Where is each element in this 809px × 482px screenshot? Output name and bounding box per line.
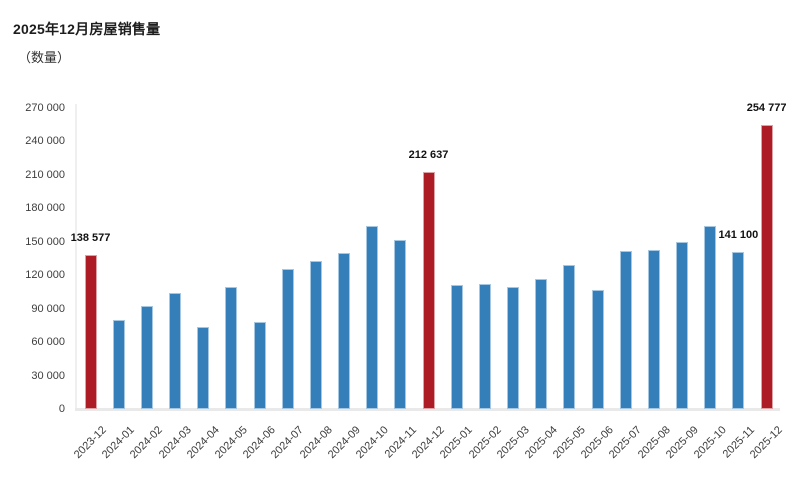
y-tick-label-120000: 120 000 [25,269,65,282]
data-label-2024-12: 212 637 [408,149,449,161]
y-tick-label-210000: 210 000 [25,168,65,181]
data-label-2025-11: 141 100 [718,229,759,241]
chart-title: 2025年12月房屋销售量 [13,21,161,37]
x-axis-line [75,408,780,411]
bar-2024-11[interactable] [394,240,407,409]
bar-2024-03[interactable] [169,293,181,409]
bar-2025-06[interactable] [591,290,604,409]
y-tick-label-270000: 270 000 [25,102,65,114]
bar-2025-08[interactable] [647,250,660,409]
bar-2024-12[interactable] [422,172,435,409]
y-tick-label-0: 0 [58,403,65,415]
bar-2025-11[interactable] [732,252,745,409]
y-tick-label-150000: 150 000 [25,235,65,248]
bar-2025-07[interactable] [619,251,632,409]
chart-subtitle: （数量） [18,50,71,65]
y-tick-label-180000: 180 000 [25,202,65,215]
bar-2024-07[interactable] [281,269,294,409]
bar-2025-05[interactable] [563,265,576,409]
bar-2025-04[interactable] [535,279,548,409]
bar-2023-12[interactable] [84,255,97,409]
y-tick-label-90000: 90 000 [31,302,65,315]
y-tick-label-240000: 240 000 [25,135,65,148]
bar-2024-01[interactable] [112,320,125,409]
bar-2025-10[interactable] [704,226,717,409]
bar-2024-02[interactable] [140,306,153,409]
bar-2025-02[interactable] [478,284,491,409]
bar-2024-09[interactable] [338,253,351,409]
y-axis-line [75,104,77,411]
bar-2025-09[interactable] [676,242,689,409]
bar-2024-10[interactable] [366,226,379,409]
bar-2024-04[interactable] [197,327,210,409]
y-tick-label-30000: 30 000 [31,369,65,382]
bar-2025-12[interactable] [760,125,773,409]
bar-2025-01[interactable] [450,285,463,409]
bar-2024-08[interactable] [309,261,322,409]
y-tick-label-60000: 60 000 [31,336,65,349]
data-label-2023-12: 138 577 [70,232,111,244]
bar-2024-06[interactable] [253,322,266,409]
bar-2024-05[interactable] [225,287,238,409]
bar-2025-03[interactable] [507,287,520,409]
data-label-2025-12: 254 777 [746,102,787,114]
